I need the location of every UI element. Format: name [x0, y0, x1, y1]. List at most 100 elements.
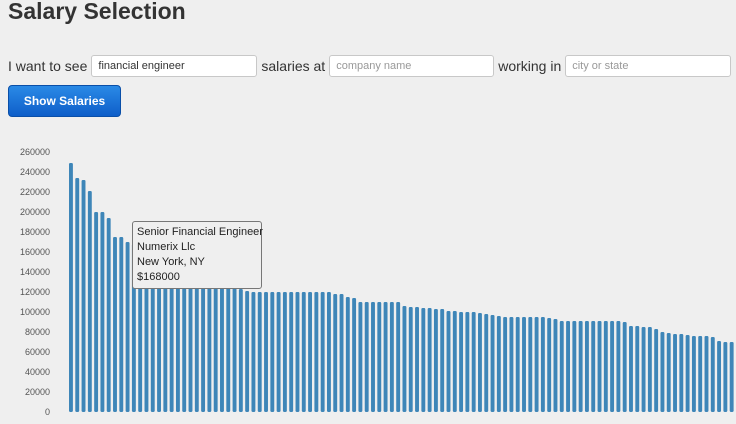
- salary-bar[interactable]: [578, 321, 583, 412]
- salary-bar[interactable]: [723, 342, 728, 412]
- salary-bar[interactable]: [717, 341, 722, 412]
- salary-bar[interactable]: [698, 336, 703, 412]
- salary-bar[interactable]: [125, 242, 130, 412]
- salary-bar[interactable]: [333, 294, 338, 412]
- salary-bar[interactable]: [320, 292, 325, 412]
- salary-bar[interactable]: [345, 297, 350, 412]
- salary-bar[interactable]: [119, 237, 124, 412]
- salary-bar[interactable]: [75, 178, 80, 412]
- salary-bar[interactable]: [226, 282, 231, 412]
- salary-bar[interactable]: [496, 316, 501, 412]
- salary-bar[interactable]: [471, 312, 476, 412]
- salary-bar[interactable]: [427, 308, 432, 412]
- salary-bar[interactable]: [87, 191, 92, 412]
- salary-bar[interactable]: [295, 292, 300, 412]
- salary-bar[interactable]: [465, 312, 470, 412]
- salary-bar[interactable]: [207, 279, 212, 412]
- salary-bar[interactable]: [301, 292, 306, 412]
- salary-bar[interactable]: [270, 292, 275, 412]
- salary-bar[interactable]: [163, 267, 168, 412]
- salary-bar[interactable]: [666, 333, 671, 412]
- salary-bar[interactable]: [540, 317, 545, 412]
- salary-bar[interactable]: [213, 282, 218, 412]
- salary-bar[interactable]: [433, 309, 438, 412]
- salary-bar[interactable]: [238, 289, 243, 412]
- salary-bar[interactable]: [610, 321, 615, 412]
- salary-bar[interactable]: [647, 327, 652, 412]
- salary-bar[interactable]: [679, 334, 684, 412]
- salary-bar[interactable]: [188, 277, 193, 412]
- salary-bar[interactable]: [339, 294, 344, 412]
- salary-bar[interactable]: [616, 321, 621, 412]
- salary-bar[interactable]: [232, 285, 237, 412]
- salary-bar[interactable]: [622, 322, 627, 412]
- salary-bar[interactable]: [264, 292, 268, 412]
- salary-bar[interactable]: [371, 302, 375, 412]
- salary-bar[interactable]: [377, 302, 382, 412]
- salary-bar[interactable]: [660, 332, 665, 412]
- salary-bar[interactable]: [685, 335, 690, 412]
- salary-bar[interactable]: [673, 334, 677, 412]
- job-title-input[interactable]: [91, 55, 258, 77]
- salary-bar[interactable]: [503, 317, 508, 412]
- salary-bar[interactable]: [94, 212, 99, 412]
- salary-bar[interactable]: [629, 326, 633, 412]
- salary-bar[interactable]: [175, 274, 180, 412]
- salary-bar[interactable]: [691, 336, 696, 412]
- salary-bar[interactable]: [584, 321, 589, 412]
- salary-bar[interactable]: [402, 306, 407, 412]
- salary-bar[interactable]: [654, 329, 659, 412]
- show-salaries-button[interactable]: Show Salaries: [8, 85, 121, 117]
- salary-bar[interactable]: [383, 302, 388, 412]
- salary-bar[interactable]: [364, 302, 369, 412]
- salary-bar[interactable]: [635, 326, 640, 412]
- salary-bar[interactable]: [452, 311, 457, 412]
- salary-bar[interactable]: [559, 321, 564, 412]
- salary-bar[interactable]: [257, 292, 262, 412]
- salary-bar[interactable]: [547, 318, 552, 412]
- salary-bar[interactable]: [566, 321, 570, 412]
- salary-bar[interactable]: [358, 302, 363, 412]
- salary-bar[interactable]: [478, 313, 482, 412]
- salary-bar[interactable]: [408, 307, 413, 412]
- salary-bar[interactable]: [396, 302, 401, 412]
- salary-bar[interactable]: [326, 292, 331, 412]
- salary-bar[interactable]: [509, 317, 514, 412]
- salary-bar[interactable]: [729, 342, 734, 412]
- salary-bar[interactable]: [251, 292, 256, 412]
- salary-bar[interactable]: [106, 218, 111, 412]
- salary-bar[interactable]: [710, 337, 715, 412]
- salary-bar[interactable]: [169, 272, 174, 412]
- salary-bar[interactable]: [289, 292, 294, 412]
- salary-bar[interactable]: [641, 327, 646, 412]
- salary-bar[interactable]: [572, 321, 577, 412]
- salary-bar[interactable]: [69, 163, 73, 412]
- salary-bar[interactable]: [603, 321, 608, 412]
- salary-bar[interactable]: [597, 321, 602, 412]
- salary-bar[interactable]: [352, 298, 357, 412]
- salary-bar[interactable]: [415, 307, 419, 412]
- salary-bar[interactable]: [276, 292, 281, 412]
- salary-bar[interactable]: [201, 278, 206, 412]
- salary-bar[interactable]: [113, 237, 117, 412]
- salary-bar[interactable]: [484, 314, 489, 412]
- salary-bar[interactable]: [446, 311, 451, 412]
- company-input[interactable]: [329, 55, 495, 77]
- salary-bar[interactable]: [157, 264, 161, 412]
- salary-bar[interactable]: [553, 319, 558, 412]
- salary-bar[interactable]: [528, 317, 533, 412]
- salary-bar[interactable]: [522, 317, 526, 412]
- location-input[interactable]: [565, 55, 732, 77]
- salary-bar[interactable]: [182, 276, 187, 412]
- salary-bar[interactable]: [245, 291, 250, 412]
- salary-bar[interactable]: [389, 302, 394, 412]
- salary-bar[interactable]: [282, 292, 287, 412]
- salary-bar[interactable]: [144, 254, 149, 412]
- salary-bar[interactable]: [100, 212, 105, 412]
- salary-bar[interactable]: [704, 336, 709, 412]
- salary-bar[interactable]: [220, 282, 224, 412]
- salary-bar[interactable]: [534, 317, 539, 412]
- salary-bar[interactable]: [459, 312, 464, 412]
- salary-bar[interactable]: [490, 315, 495, 412]
- salary-bar[interactable]: [421, 308, 426, 412]
